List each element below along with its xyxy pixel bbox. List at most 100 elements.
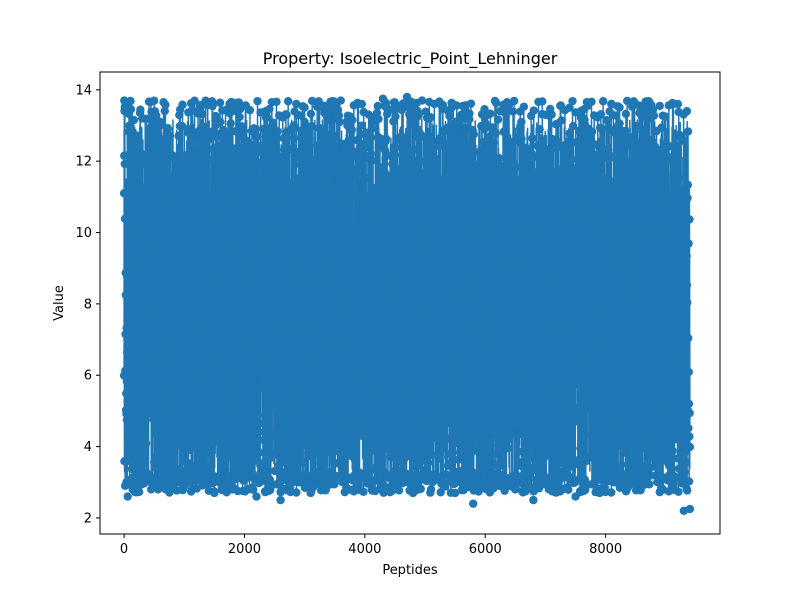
series-point (472, 171, 481, 181)
series-point (685, 408, 694, 418)
series-point (138, 379, 147, 388)
series-point (226, 345, 235, 354)
series-point (580, 115, 589, 124)
series-point (257, 162, 266, 172)
series-point (634, 267, 643, 276)
series-point (416, 157, 425, 166)
series-point (438, 212, 447, 221)
series-point (468, 307, 477, 316)
series-point (523, 144, 532, 153)
series-point (391, 165, 401, 175)
series-point (134, 487, 144, 497)
series-point (677, 220, 687, 229)
series-point (204, 344, 214, 354)
series-point (475, 434, 485, 443)
series-point (596, 392, 606, 401)
series-point (252, 456, 262, 465)
series-point (407, 304, 417, 313)
series-point (611, 461, 620, 470)
series-point (574, 378, 583, 387)
series-point (231, 281, 241, 291)
series-point (290, 416, 300, 426)
series-point (635, 257, 644, 267)
series-point (126, 105, 136, 114)
series-point (568, 121, 578, 131)
series-point (553, 142, 562, 152)
series-point (509, 96, 519, 106)
series-point (673, 99, 683, 109)
series-point (491, 129, 500, 138)
series-point (470, 446, 480, 455)
series-point (185, 323, 195, 332)
series-point (451, 235, 461, 244)
series-point (551, 400, 560, 409)
series-point (476, 146, 486, 155)
series-point (294, 264, 304, 273)
series-point (279, 134, 288, 143)
series-point (391, 325, 400, 334)
series-point (411, 399, 421, 408)
series-point (401, 337, 411, 346)
series-point (252, 492, 261, 501)
series-point (622, 240, 632, 250)
series-point (120, 457, 129, 466)
y-axis-label: Value (52, 285, 67, 321)
series-point (619, 284, 629, 293)
series-point (284, 427, 293, 436)
y-tick-label: 2 (84, 511, 92, 526)
series-point (281, 244, 290, 253)
series-point (659, 375, 668, 385)
series-point (174, 131, 183, 140)
series-point (161, 190, 170, 199)
series-point (300, 117, 309, 127)
series-point (147, 375, 157, 385)
series-point (167, 232, 176, 241)
series-point (330, 317, 340, 327)
series-point (121, 290, 131, 300)
series-point (417, 300, 426, 310)
series-point (684, 367, 693, 377)
series-point (359, 487, 368, 496)
series-point (541, 212, 550, 222)
series-point (461, 229, 470, 238)
series-point (170, 156, 180, 166)
series-point (311, 448, 320, 458)
series-point (600, 239, 609, 248)
series-point (220, 157, 229, 166)
series-point (214, 343, 223, 353)
series-point (508, 107, 518, 116)
series-point (139, 458, 148, 467)
series-point (538, 97, 547, 106)
series-point (366, 149, 375, 159)
series-point (592, 216, 602, 225)
series-point (600, 209, 609, 219)
series-point (373, 101, 382, 111)
series-point (524, 276, 534, 285)
series-point (512, 242, 521, 251)
series-point (317, 314, 327, 324)
series-point (186, 478, 195, 487)
series-point (180, 250, 189, 260)
series-point (322, 230, 332, 239)
series-point (481, 119, 490, 128)
series-point (330, 474, 339, 483)
series-point (151, 343, 161, 353)
series-point (586, 386, 596, 395)
series-point (493, 388, 502, 397)
series-point (254, 427, 264, 437)
series-point (671, 412, 680, 422)
series-point (616, 200, 626, 209)
series-point (182, 270, 191, 279)
series-point (503, 204, 512, 213)
series-point (490, 194, 499, 204)
series-point (509, 331, 518, 340)
series-point (421, 280, 431, 290)
series-point (519, 102, 529, 111)
series-point (534, 452, 544, 461)
series-point (653, 431, 662, 440)
series-point (158, 257, 167, 267)
series-point (157, 196, 167, 206)
series-point (639, 443, 648, 453)
series-point (673, 146, 682, 155)
series-point (599, 248, 608, 257)
